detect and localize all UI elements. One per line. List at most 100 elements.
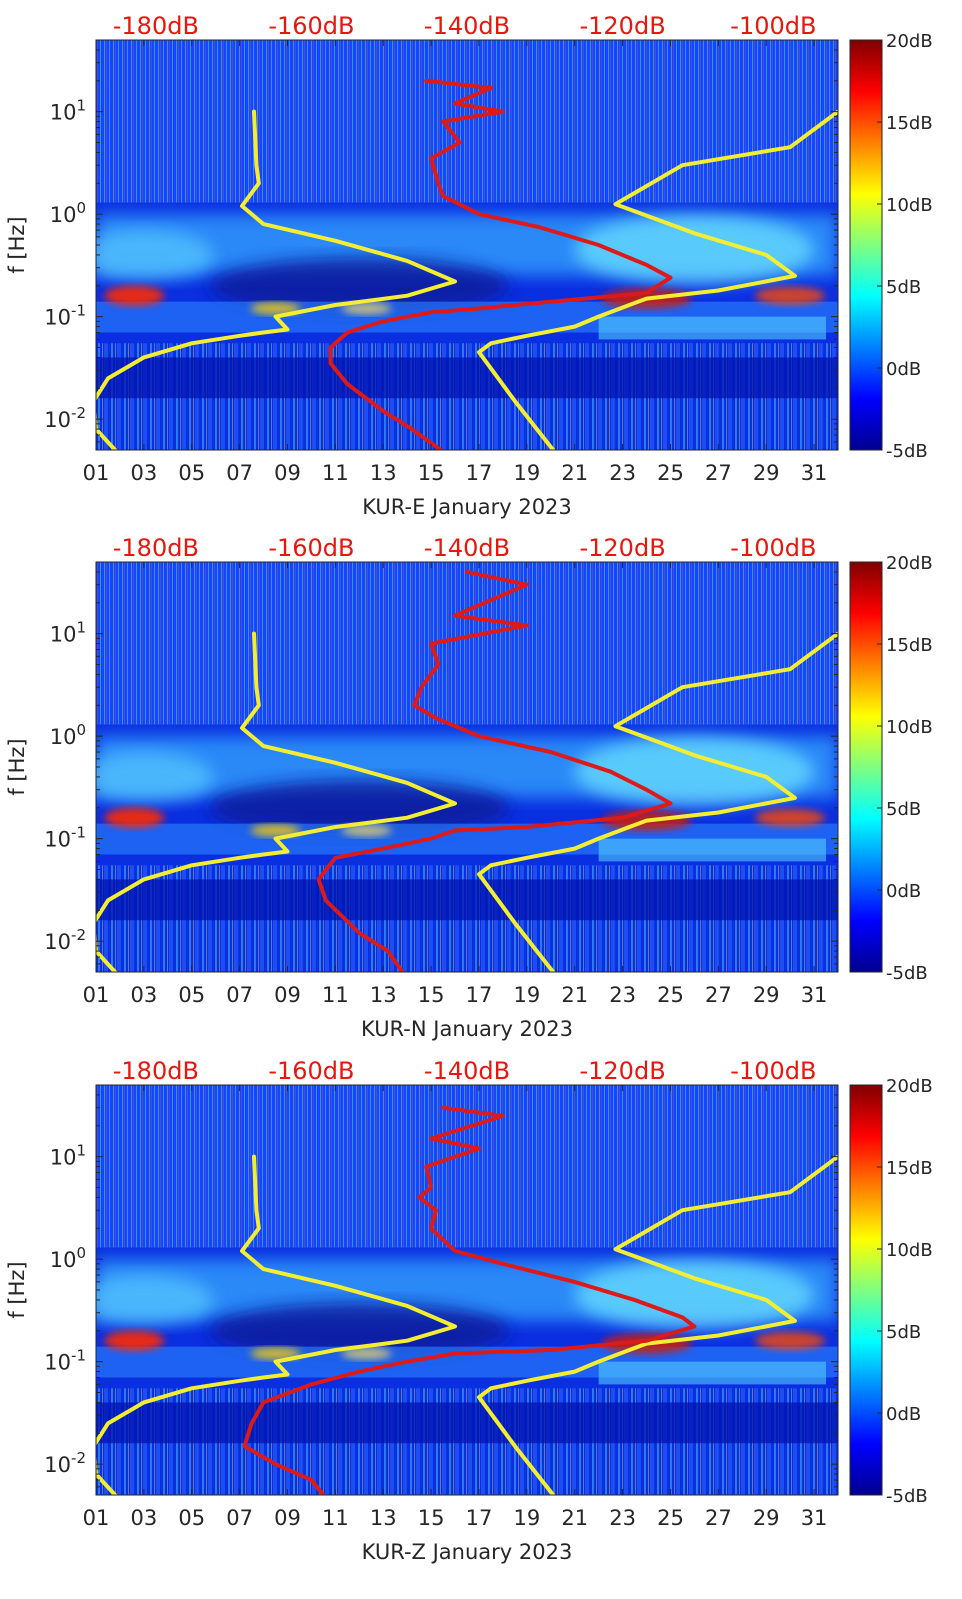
x-tick-label: 27 (705, 1506, 732, 1530)
curves (96, 569, 838, 972)
top-axis-label: -180dB (113, 12, 199, 40)
x-tick-label: 11 (322, 461, 349, 485)
hotspot (341, 302, 392, 315)
yellow-curve-right (477, 109, 838, 450)
y-tick-label: 10-1 (44, 1347, 86, 1375)
yellow-curve-left (96, 109, 457, 450)
x-tick-label: 19 (513, 983, 540, 1007)
lf-dark-band (96, 1402, 838, 1444)
top-axis-label: -160dB (268, 534, 354, 562)
colorbar-label: -5dB (886, 1486, 928, 1507)
colorbar-label: 10dB (886, 195, 933, 216)
x-tick-label: 21 (561, 983, 588, 1007)
microseism-glow (574, 214, 815, 285)
primary-band-right (598, 838, 827, 862)
yellow-curve-left (96, 631, 457, 972)
x-tick-label: 19 (513, 1506, 540, 1530)
top-axis-label: -120dB (579, 1057, 665, 1085)
colorbar: 20dB 15dB 10dB 5dB 0dB -5dB (849, 553, 933, 984)
y-tick-label: 100 (50, 721, 86, 749)
x-tick-label: 07 (226, 983, 253, 1007)
spectrogram (96, 562, 838, 972)
y-tick-label: 101 (50, 1142, 86, 1170)
top-axis-label: -100dB (730, 534, 816, 562)
colorbar-label: 5dB (886, 799, 921, 820)
y-axis-label: f [Hz] (5, 1261, 29, 1318)
top-axis-label: -100dB (730, 1057, 816, 1085)
top-axis-label: -140dB (424, 534, 510, 562)
y-axis-label: f [Hz] (5, 216, 29, 273)
colorbar-label: 5dB (886, 277, 921, 298)
x-axis-label: KUR-Z January 2023 (362, 1540, 573, 1564)
top-axis-label: -140dB (424, 1057, 510, 1085)
x-tick-label: 05 (178, 461, 205, 485)
panel-kur-e: 01 03 05 07 09 11 13 15 17 19 21 23 25 27 29 31 KUR-E Ja… (5, 12, 933, 519)
x-axis: 01 03 05 07 09 11 13 15 17 19 21 23 25 27 29 31 KUR-N Ja… (83, 562, 827, 1041)
x-tick-label: 15 (418, 983, 445, 1007)
x-tick-label: 29 (753, 461, 780, 485)
x-tick-label: 01 (83, 461, 110, 485)
colorbar-gradient (849, 39, 883, 451)
x-tick-label: 01 (83, 1506, 110, 1530)
lf-dark-band (96, 879, 838, 921)
hotspot (250, 302, 301, 315)
spectrogram (96, 40, 838, 450)
yellow-curve-right (477, 1154, 838, 1495)
x-tick-label: 21 (561, 461, 588, 485)
x-tick-label: 11 (322, 983, 349, 1007)
hf-stripes (96, 562, 838, 725)
y-tick-label: 101 (50, 97, 86, 125)
x-tick-label: 15 (418, 1506, 445, 1530)
colorbar-label: -5dB (886, 441, 928, 462)
colorbar-label: 10dB (886, 717, 933, 738)
top-axis-label: -160dB (268, 1057, 354, 1085)
y-axis-label: f [Hz] (5, 738, 29, 795)
x-tick-label: 23 (609, 461, 636, 485)
y-tick-label: 10-2 (44, 404, 86, 432)
hotspot (250, 824, 301, 837)
colorbar-label: -5dB (886, 963, 928, 984)
x-tick-label: 29 (753, 983, 780, 1007)
x-tick-label: 25 (657, 461, 684, 485)
x-tick-label: 09 (274, 461, 301, 485)
microseism-glow (574, 1259, 815, 1330)
colorbar-label: 20dB (886, 31, 933, 52)
colorbar-label: 15dB (886, 635, 933, 656)
top-axis: -180dB -160dB -140dB -120dB -100dB (113, 534, 817, 562)
top-axis-label: -180dB (113, 1057, 199, 1085)
primary-band-right (598, 1361, 827, 1385)
x-tick-label: 19 (513, 461, 540, 485)
x-tick-label: 03 (131, 1506, 158, 1530)
y-tick-label: 101 (50, 619, 86, 647)
x-tick-label: 11 (322, 1506, 349, 1530)
top-axis: -180dB -160dB -140dB -120dB -100dB (113, 12, 817, 40)
microseism-glow (96, 751, 214, 802)
x-tick-label: 27 (705, 983, 732, 1007)
hotspot (104, 807, 165, 828)
x-tick-label: 13 (370, 983, 397, 1007)
x-tick-label: 25 (657, 1506, 684, 1530)
x-tick-label: 09 (274, 1506, 301, 1530)
colorbar-label: 10dB (886, 1240, 933, 1261)
hotspot (341, 1347, 392, 1360)
colorbar: 20dB 15dB 10dB 5dB 0dB -5dB (849, 1076, 933, 1507)
x-tick-label: 05 (178, 1506, 205, 1530)
y-tick-label: 10-2 (44, 926, 86, 954)
x-tick-label: 21 (561, 1506, 588, 1530)
hotspot (755, 1331, 826, 1350)
x-tick-label: 25 (657, 983, 684, 1007)
y-tick-label: 10-1 (44, 824, 86, 852)
colorbar: 20dB 15dB 10dB 5dB 0dB -5dB (849, 31, 933, 462)
x-axis-label: KUR-N January 2023 (361, 1017, 573, 1041)
x-tick-label: 13 (370, 1506, 397, 1530)
primary-band-right (598, 316, 827, 340)
x-tick-label: 07 (226, 461, 253, 485)
yellow-curve-right (477, 631, 838, 972)
x-tick-label: 29 (753, 1506, 780, 1530)
hotspot (250, 1347, 301, 1360)
colorbar-label: 0dB (886, 359, 921, 380)
lf-dark-band (96, 357, 838, 399)
top-axis-label: -100dB (730, 12, 816, 40)
y-axis: 10-2 10-1 100 101 f [Hz] (5, 39, 838, 451)
